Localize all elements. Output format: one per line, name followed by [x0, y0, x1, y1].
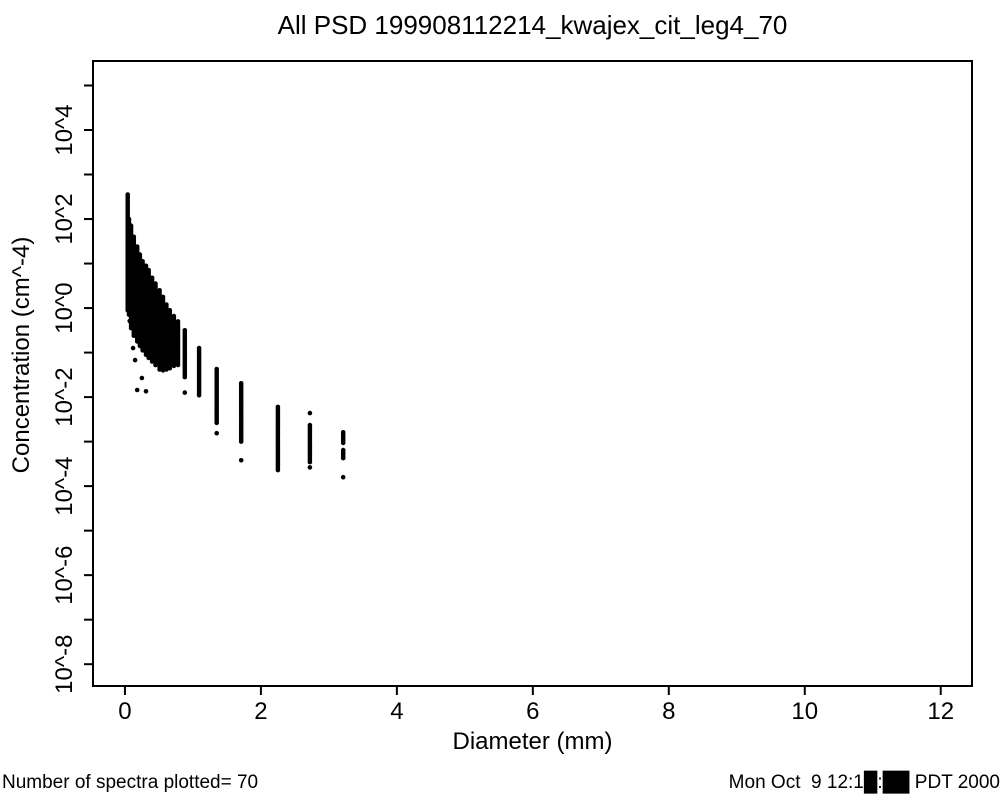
data-point: [307, 410, 313, 416]
x-tick-label: 10: [791, 698, 818, 725]
data-point: [196, 393, 202, 398]
data-point: [143, 389, 149, 394]
x-tick-label: 8: [662, 698, 675, 725]
data-point: [238, 439, 244, 444]
data-point: [132, 357, 138, 363]
data-point: [139, 375, 145, 381]
data-point: [175, 362, 181, 368]
y-tick-label: 10^-8: [51, 635, 78, 694]
data-point: [307, 465, 313, 470]
x-tick-label: 2: [254, 698, 267, 725]
data-point: [307, 459, 313, 465]
y-tick-label: 10^4: [51, 104, 78, 155]
y-tick-label: 10^-6: [51, 546, 78, 605]
data-point: [171, 363, 177, 369]
x-tick-label: 4: [390, 698, 403, 725]
data-point: [130, 345, 136, 351]
data-point: [127, 318, 132, 324]
data-point: [340, 474, 346, 480]
data-point: [140, 348, 145, 353]
data-point: [340, 455, 346, 461]
data-point: [275, 467, 281, 473]
x-tick-label: 6: [526, 698, 539, 725]
data-point: [182, 390, 188, 395]
data-point: [153, 362, 158, 368]
x-tick-label: 0: [118, 698, 131, 725]
data-point: [340, 440, 346, 446]
x-axis-label: Diameter (mm): [452, 728, 613, 755]
y-tick-label: 10^-4: [51, 456, 78, 515]
y-axis-label: Concentration (cm^-4): [8, 236, 35, 474]
data-point: [214, 420, 219, 426]
data-point: [214, 430, 219, 436]
data-point: [134, 387, 140, 393]
x-tick-label: 12: [927, 698, 954, 725]
data-point: [182, 374, 188, 380]
spectra-count-note: Number of spectra plotted= 70: [2, 772, 259, 793]
y-tick-label: 10^-2: [51, 367, 78, 426]
y-tick-label: 10^0: [51, 282, 78, 333]
data-point: [167, 365, 173, 371]
plot-timestamp: Mon Oct 9 12:1█:██ PDT 2000: [728, 772, 1000, 793]
y-tick-label: 10^2: [51, 193, 78, 244]
plot-frame: [92, 60, 973, 687]
data-point: [238, 458, 244, 463]
chart-title: All PSD 199908112214_kwajex_cit_leg4_70: [277, 10, 788, 40]
data-point: [131, 333, 137, 339]
